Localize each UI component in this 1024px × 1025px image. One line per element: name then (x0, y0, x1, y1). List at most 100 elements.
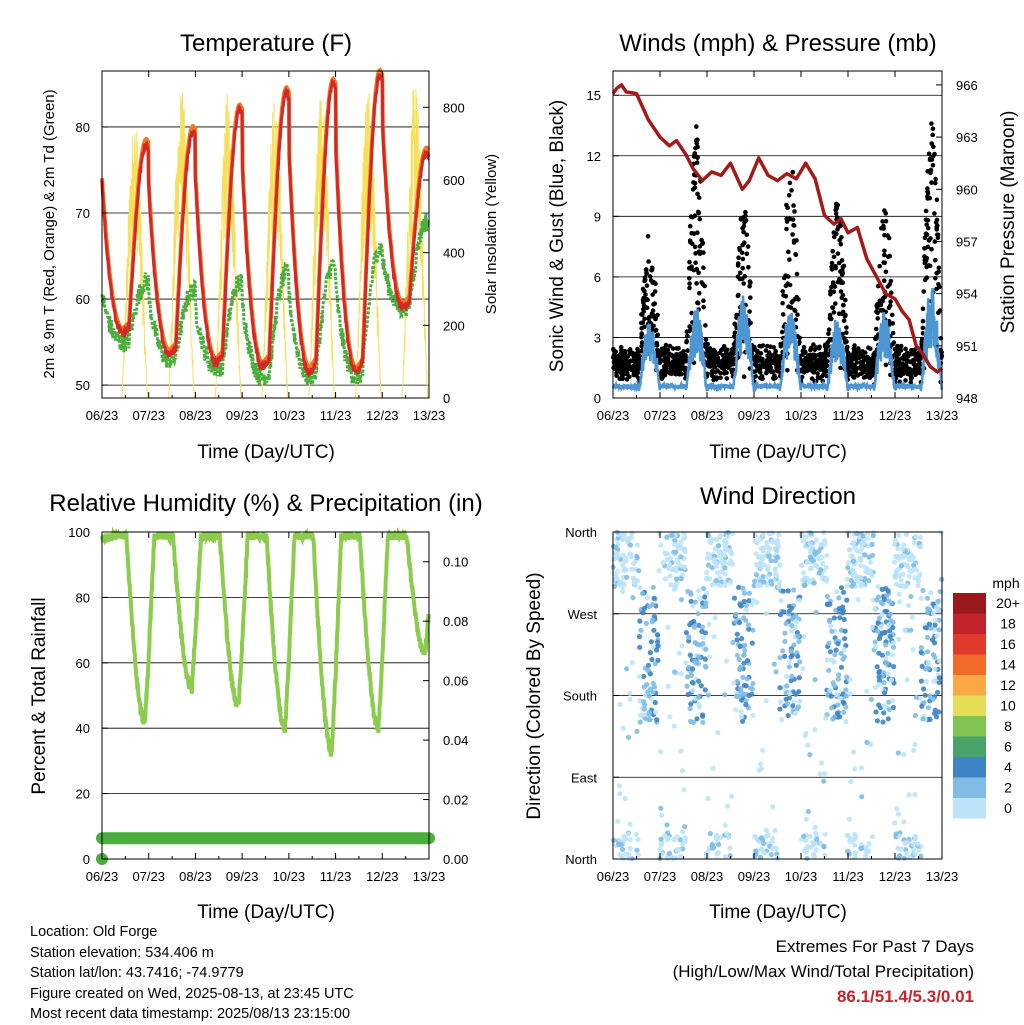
direction-point (779, 717, 785, 723)
direction-point (700, 641, 706, 647)
gust-point (758, 351, 764, 356)
direction-point (881, 680, 887, 686)
gust-point (844, 330, 849, 335)
y-right-tick-label: 957 (956, 234, 978, 249)
direction-point (901, 819, 907, 825)
direction-point (683, 660, 689, 666)
gust-point (841, 318, 847, 324)
direction-point (625, 734, 632, 740)
gust-point (873, 326, 879, 332)
temperature-panel: Temperature (F) 06/23 07/23 08/23 09/23 10/2… (41, 30, 500, 463)
direction-point (653, 709, 659, 715)
direction-point (803, 816, 809, 823)
direction-point (711, 559, 718, 565)
direction-point (685, 588, 691, 594)
direction-point (738, 686, 744, 692)
direction-point (700, 719, 706, 726)
gust-point (650, 292, 655, 297)
direction-point (827, 649, 834, 655)
direction-point (617, 701, 623, 708)
gust-point (933, 180, 938, 186)
gust-point (671, 359, 676, 364)
direction-point (645, 662, 652, 668)
gust-point (889, 312, 895, 318)
direction-point (811, 580, 817, 586)
direction-point (807, 541, 813, 547)
direction-point (798, 562, 805, 569)
direction-point (799, 533, 805, 539)
direction-point (717, 549, 724, 555)
gust-point (909, 351, 915, 357)
direction-point (620, 725, 626, 731)
direction-point (734, 631, 740, 637)
direction-point (761, 545, 767, 551)
direction-point (898, 563, 904, 569)
gust-point (836, 311, 842, 317)
direction-point (861, 540, 867, 547)
gust-point (898, 373, 904, 378)
direction-point (763, 827, 770, 833)
direction-point (851, 539, 857, 546)
direction-point (684, 683, 690, 689)
gust-point (734, 312, 739, 318)
direction-point (789, 623, 795, 629)
direction-point (843, 687, 849, 693)
x-tick-label: 06/23 (597, 869, 630, 884)
gust-point (836, 224, 842, 230)
gust-point (850, 374, 856, 379)
gust-point (692, 151, 698, 156)
direction-point (680, 829, 686, 835)
gust-point (835, 251, 841, 256)
gust-point (722, 369, 728, 375)
direction-point (759, 556, 766, 562)
direction-point (678, 576, 684, 582)
y-right-tick-label: 800 (443, 100, 465, 115)
direction-point (845, 565, 851, 571)
gust-point (620, 356, 625, 362)
gust-point (627, 358, 633, 364)
gust-point (932, 239, 938, 244)
direction-point (678, 554, 684, 560)
direction-point (712, 615, 718, 621)
gust-point (784, 219, 790, 224)
gust-point (903, 378, 908, 383)
gust-point (786, 192, 792, 198)
direction-point (682, 534, 688, 540)
direction-point (904, 850, 910, 856)
gust-point (702, 283, 707, 289)
gust-point (695, 144, 700, 150)
direction-point (705, 562, 712, 568)
gust-point (923, 208, 929, 214)
rh-line (100, 526, 431, 757)
gust-point (933, 257, 938, 263)
direction-point (822, 831, 828, 837)
y-tick-label: 15 (587, 88, 601, 103)
direction-point (636, 568, 642, 574)
gust-point (870, 356, 875, 362)
direction-point (888, 600, 894, 606)
y-tick-label: 20 (76, 787, 90, 802)
direction-point (696, 588, 702, 594)
direction-point (932, 666, 938, 672)
direction-point (679, 768, 686, 774)
gust-point (639, 340, 645, 345)
temperature-frame (101, 70, 430, 399)
direction-point (796, 704, 802, 710)
direction-point (782, 638, 788, 645)
direction-point (896, 532, 902, 538)
direction-point (730, 561, 736, 567)
gust-point (911, 347, 917, 353)
direction-point (863, 845, 869, 851)
gust-point (785, 368, 790, 373)
direction-point (611, 837, 617, 843)
x-tick-label: 13/23 (413, 408, 446, 423)
direction-point (728, 549, 734, 555)
direction-point (679, 643, 685, 649)
x-tick-label: 11/23 (320, 408, 352, 423)
direction-point (713, 578, 720, 584)
gust-point (826, 331, 831, 337)
direction-point (876, 674, 882, 680)
gust-point (795, 312, 800, 318)
direction-point (904, 677, 910, 683)
